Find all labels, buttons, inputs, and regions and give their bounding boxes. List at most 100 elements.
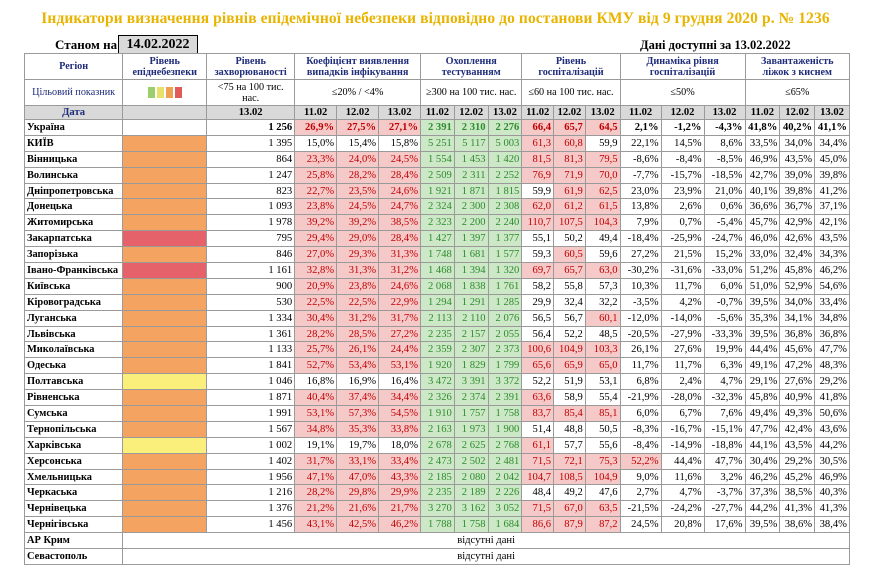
hosp-value: 49,2 bbox=[553, 484, 586, 502]
hosp-value: 69,7 bbox=[521, 262, 555, 279]
level-cell bbox=[122, 405, 208, 422]
testing-value: 2 326 bbox=[420, 389, 455, 407]
dyn-value: -24,7% bbox=[703, 230, 746, 248]
region-name: Вінницька bbox=[23, 150, 124, 168]
beds-date-3: 13.02 bbox=[814, 105, 850, 120]
testing-value: 2 307 bbox=[453, 341, 489, 359]
dyn-value: -14,9% bbox=[660, 436, 705, 454]
detection-value: 39,2% bbox=[336, 214, 380, 232]
detection-value: 22,9% bbox=[378, 293, 422, 311]
dyn-value: -3,5% bbox=[619, 293, 662, 311]
table-row: Севастополь відсутні дані bbox=[23, 548, 850, 565]
level-cell bbox=[122, 150, 208, 168]
testing-value: 3 270 bbox=[420, 500, 455, 518]
hosp-value: 29,9 bbox=[521, 293, 555, 311]
beds-value: 34,3% bbox=[814, 246, 850, 264]
detection-value: 31,7% bbox=[294, 452, 338, 470]
testing-value: 2 481 bbox=[487, 452, 523, 470]
table-row: Чернівецька 1 376 21,2% 21,6% 21,7% 3 270 3 16… bbox=[23, 500, 850, 518]
beds-value: 37,1% bbox=[814, 198, 850, 216]
beds-value: 39,5% bbox=[744, 516, 781, 534]
detection-value: 15,8% bbox=[378, 134, 422, 152]
testing-value: 1 758 bbox=[487, 405, 523, 422]
detection-value: 28,4% bbox=[378, 230, 422, 248]
level-cell bbox=[122, 373, 208, 391]
hosp-value: 110,7 bbox=[521, 214, 555, 232]
dyn-date-2: 12.02 bbox=[660, 105, 705, 120]
hosp-value: 55,6 bbox=[584, 436, 621, 454]
dyn-value: 2,1% bbox=[619, 119, 662, 136]
hosp-value: 81,3 bbox=[553, 150, 586, 168]
incidence-target: <75 на 100 тис. нас. bbox=[206, 79, 296, 106]
incidence-value: 1 046 bbox=[206, 373, 296, 391]
dyn-value: 2,7% bbox=[619, 484, 662, 502]
dyn-value: -30,2% bbox=[619, 262, 662, 279]
detection-value: 22,7% bbox=[294, 182, 338, 200]
table-row: Харківська 1 002 19,1% 19,7% 18,0% 2 678 2 625… bbox=[23, 436, 850, 454]
hosp-value: 67,0 bbox=[553, 500, 586, 518]
dyn-value: 11,7% bbox=[660, 357, 705, 375]
detection-value: 28,4% bbox=[378, 166, 422, 184]
hosp-value: 65,7 bbox=[553, 262, 586, 279]
region-name: Миколаївська bbox=[23, 341, 124, 359]
table-row: Черкаська 1 216 28,2% 29,8% 29,9% 2 235 2 189 2… bbox=[23, 484, 850, 502]
region-name: Херсонська bbox=[23, 452, 124, 470]
level-legend-swatch-1 bbox=[147, 87, 155, 99]
beds-value: 47,2% bbox=[779, 357, 816, 375]
beds-value: 40,2% bbox=[779, 119, 816, 136]
beds-value: 49,1% bbox=[744, 357, 781, 375]
hosp-target: ≤60 на 100 тис. нас. bbox=[521, 79, 621, 106]
hosp-value: 48,5 bbox=[584, 325, 621, 343]
detection-value: 31,2% bbox=[378, 262, 422, 279]
dyn-value: -15,1% bbox=[703, 420, 746, 438]
dyn-value: 27,2% bbox=[619, 246, 662, 264]
hosp-value: 103,3 bbox=[584, 341, 621, 359]
detection-value: 31,2% bbox=[336, 309, 380, 327]
level-cell bbox=[122, 389, 208, 407]
detection-value: 52,7% bbox=[294, 357, 338, 375]
testing-value: 2 373 bbox=[487, 341, 523, 359]
dyn-value: 9,0% bbox=[619, 468, 662, 486]
table-row: Луганська 1 334 30,4% 31,2% 31,7% 2 113 2 110 2… bbox=[23, 309, 850, 327]
detection-value: 27,5% bbox=[336, 119, 380, 136]
table-row: Дніпропетровська 823 22,7% 23,5% 24,6% 1 921 1… bbox=[23, 182, 850, 200]
dyn-value: -1,2% bbox=[660, 119, 705, 136]
dyn-value: 11,7% bbox=[660, 277, 705, 295]
beds-value: 46,2% bbox=[814, 262, 850, 279]
testing-value: 3 472 bbox=[420, 373, 455, 391]
hosp-value: 47,6 bbox=[584, 484, 621, 502]
hosp-value: 57,7 bbox=[553, 436, 586, 454]
hosp-date-2: 12.02 bbox=[553, 105, 586, 120]
testing-value: 2 502 bbox=[453, 452, 489, 470]
dyn-value: -5,6% bbox=[703, 309, 746, 327]
table-row: Тернопільська 1 567 34,8% 35,3% 33,8% 2 163 1 … bbox=[23, 420, 850, 438]
testing-value: 2 240 bbox=[487, 214, 523, 232]
beds-value: 41,3% bbox=[814, 500, 850, 518]
beds-target: ≤65% bbox=[744, 79, 850, 106]
dyn-value: 8,6% bbox=[703, 134, 746, 152]
testing-value: 1 761 bbox=[487, 277, 523, 295]
dyn-value: -15,7% bbox=[660, 166, 705, 184]
detection-value: 28,2% bbox=[294, 484, 338, 502]
testing-value: 3 162 bbox=[453, 500, 489, 518]
beds-value: 39,8% bbox=[779, 182, 816, 200]
hosp-value: 53,1 bbox=[584, 373, 621, 391]
table-row: Херсонська 1 402 31,7% 33,1% 33,4% 2 473 2 502… bbox=[23, 452, 850, 470]
dyn-value: 22,1% bbox=[619, 134, 662, 152]
level-cell bbox=[122, 309, 208, 327]
hosp-value: 66,4 bbox=[521, 119, 555, 136]
dyn-value: 4,7% bbox=[703, 373, 746, 391]
hosp-value: 71,5 bbox=[521, 500, 555, 518]
beds-value: 46,2% bbox=[744, 468, 781, 486]
table-row: Миколаївська 1 133 25,7% 26,1% 24,4% 2 359 2 3… bbox=[23, 341, 850, 359]
testing-value: 2 300 bbox=[453, 198, 489, 216]
hosp-date-3: 13.02 bbox=[584, 105, 621, 120]
beds-value: 42,7% bbox=[744, 166, 781, 184]
dyn-value: -8,6% bbox=[619, 150, 662, 168]
hosp-value: 62,0 bbox=[521, 198, 555, 216]
incidence-value: 1 334 bbox=[206, 309, 296, 327]
beds-value: 44,2% bbox=[744, 500, 781, 518]
testing-value: 1 921 bbox=[420, 182, 455, 200]
testing-value: 3 391 bbox=[453, 373, 489, 391]
region-name: Луганська bbox=[23, 309, 124, 327]
